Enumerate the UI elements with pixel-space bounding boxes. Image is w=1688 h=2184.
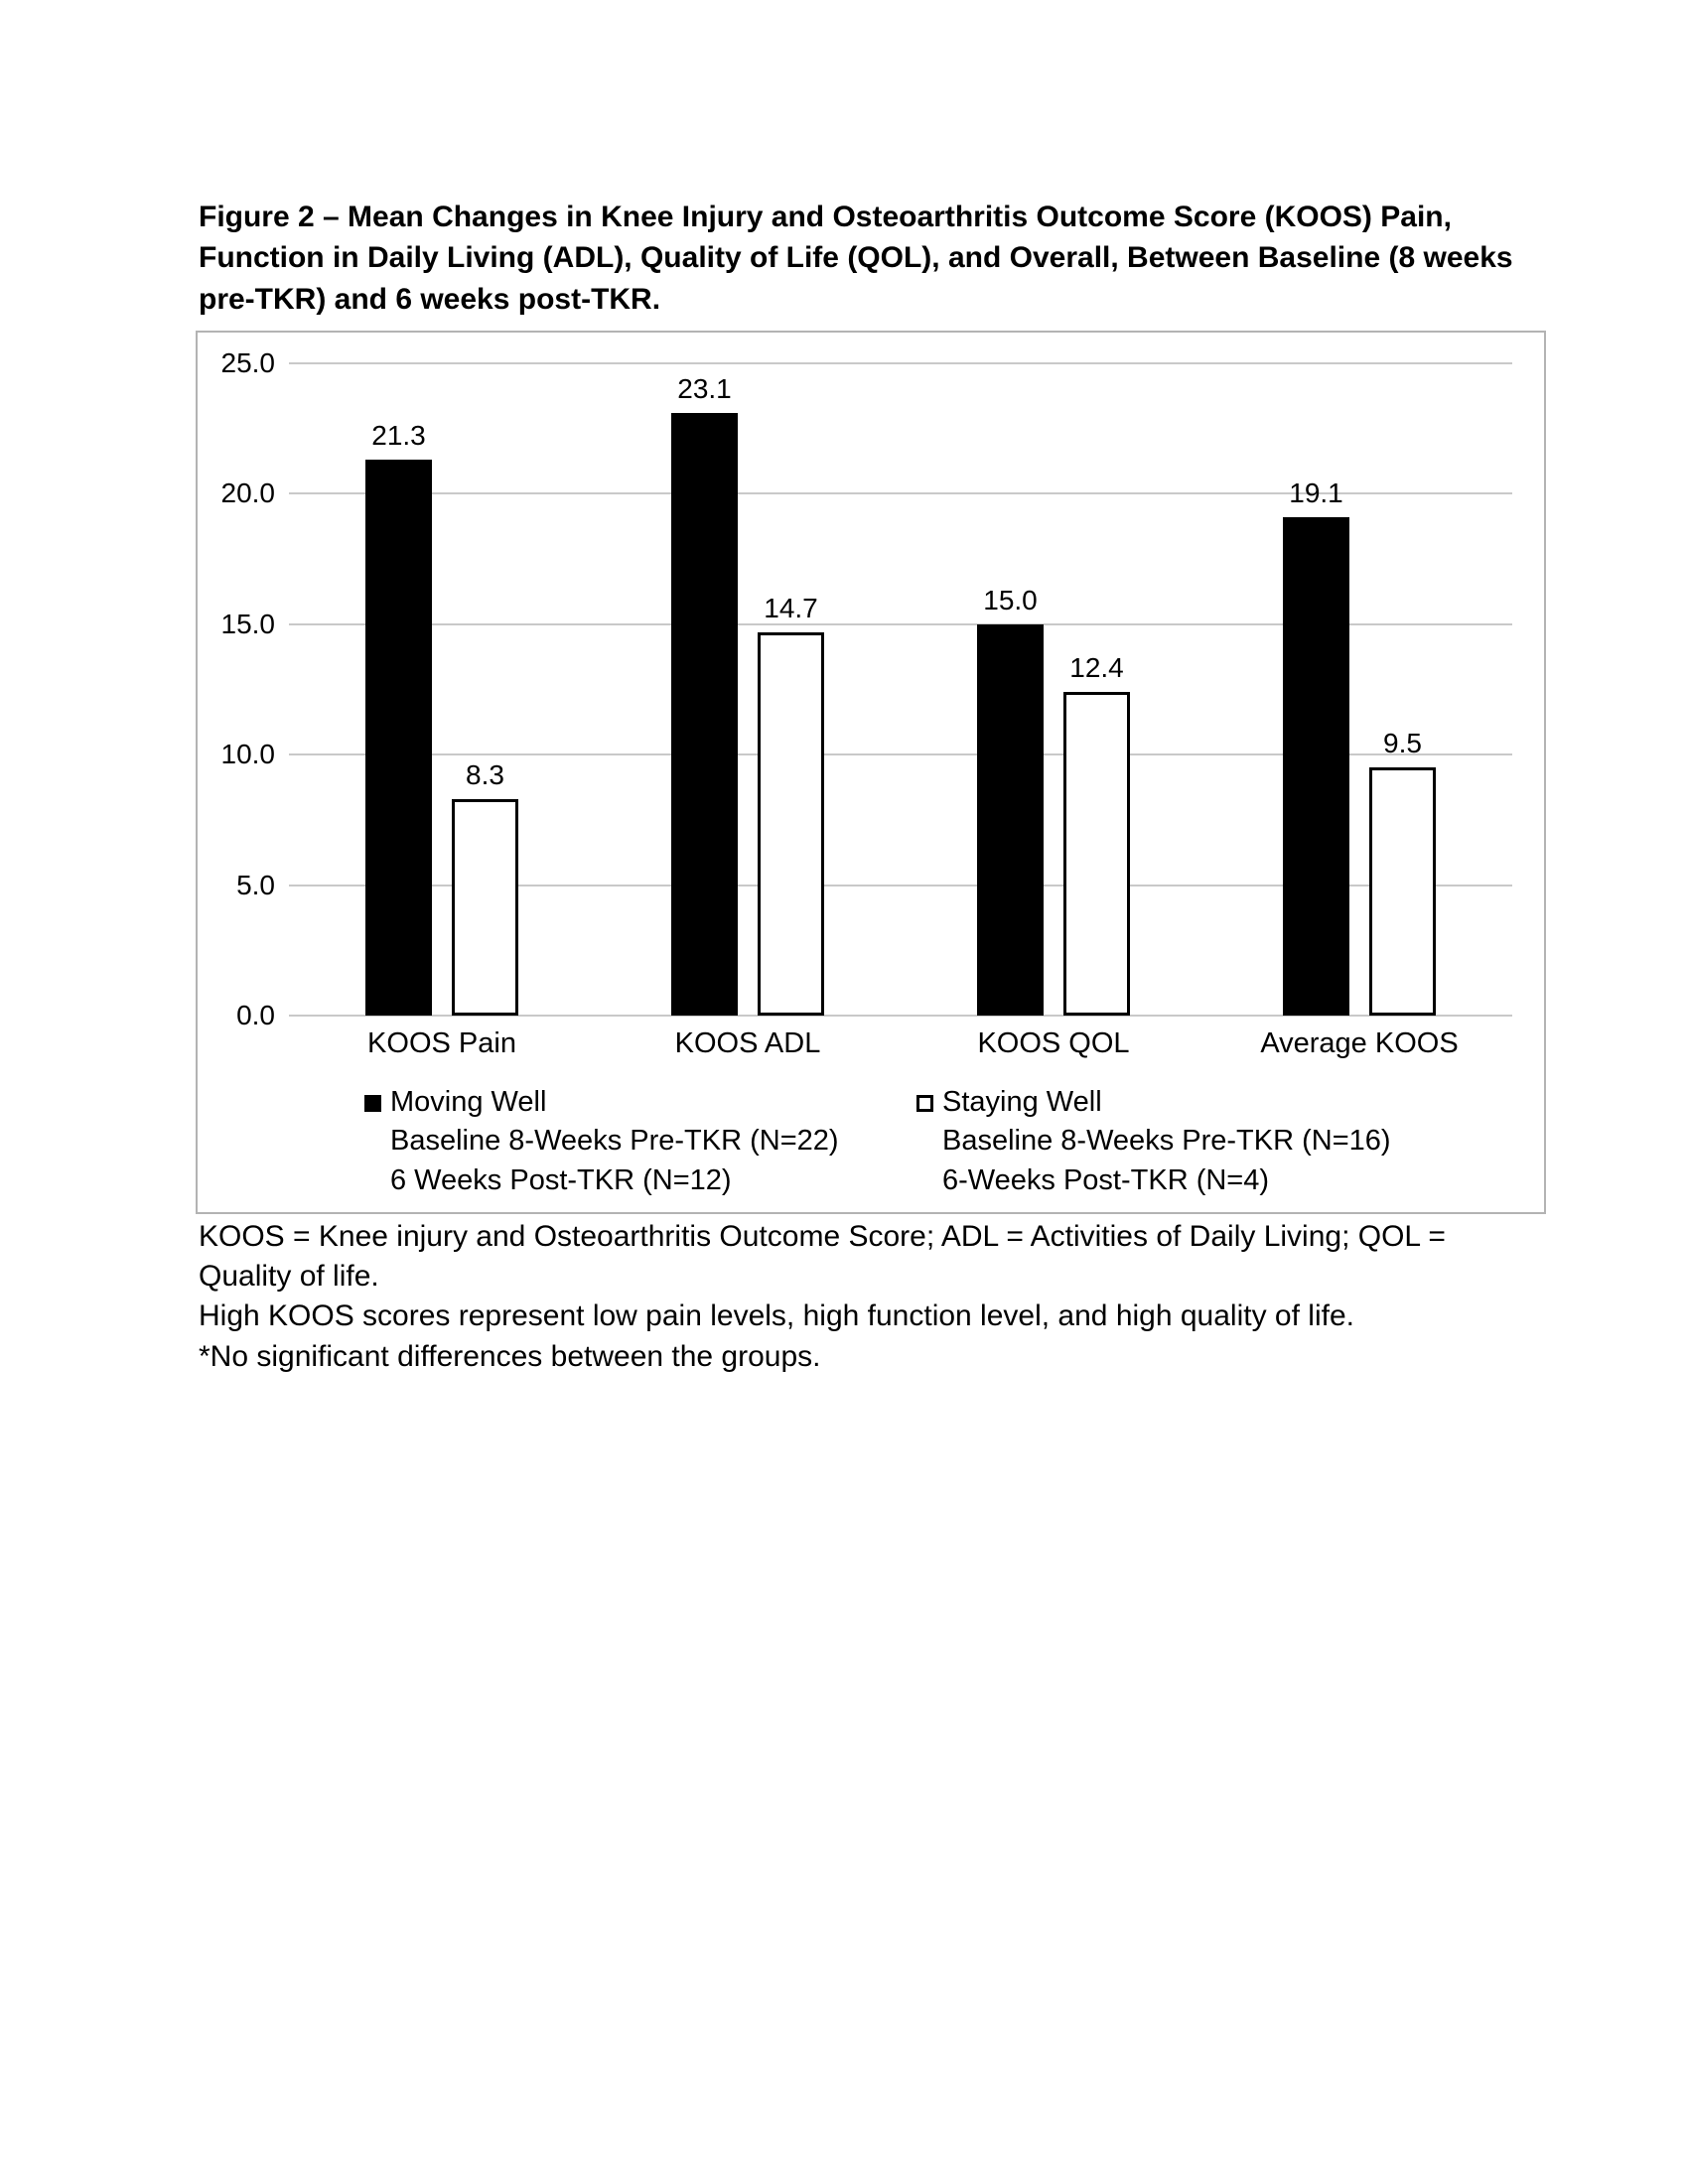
bar-staying-well [452, 798, 518, 1016]
open-square-icon [916, 1095, 933, 1112]
figure-caption: Figure 2 – Mean Changes in Knee Injury a… [199, 201, 1513, 316]
gridline [289, 362, 1512, 364]
filled-square-icon [364, 1095, 381, 1112]
bar-moving-well [671, 412, 738, 1016]
legend-detail-line: Baseline 8-Weeks Pre-TKR (N=22) [390, 1125, 839, 1158]
y-axis-tick-label: 10.0 [220, 739, 276, 770]
legend-series-name: Staying Well [942, 1086, 1102, 1118]
bar-value-label: 8.3 [466, 758, 504, 790]
bar-value-label: 23.1 [677, 372, 732, 404]
y-axis-tick-label: 5.0 [236, 869, 275, 900]
legend-item-staying-well: Staying Well Baseline 8-Weeks Pre-TKR (N… [916, 1083, 1391, 1200]
legend-title-row-moving-well: Moving Well [364, 1083, 839, 1122]
gridline [289, 753, 1512, 756]
bar-moving-well [365, 460, 432, 1016]
gridline [289, 492, 1512, 495]
footnote-line: KOOS = Knee injury and Osteoarthritis Ou… [199, 1220, 1446, 1294]
bar-staying-well [758, 631, 824, 1016]
bar-value-label: 21.3 [371, 420, 426, 452]
legend-series-name: Moving Well [390, 1086, 547, 1118]
legend-item-moving-well: Moving Well Baseline 8-Weeks Pre-TKR (N=… [364, 1083, 839, 1200]
footnote-line: High KOOS scores represent low pain leve… [199, 1299, 1354, 1333]
x-axis-category-label: KOOS ADL [674, 1027, 821, 1059]
bar-value-label: 12.4 [1069, 652, 1124, 684]
x-axis-category-label: KOOS QOL [977, 1027, 1130, 1059]
chart-container: 25.0 20.0 15.0 10.0 5.0 0.0 21.3 8.3 KOOS Pain 23… [196, 331, 1546, 1214]
x-axis-category-label: KOOS Pain [367, 1027, 516, 1059]
bar-moving-well [1283, 517, 1349, 1016]
gridline [289, 1015, 1512, 1017]
x-axis-category-label: Average KOOS [1260, 1027, 1459, 1059]
gridline [289, 884, 1512, 887]
legend-detail-line: Baseline 8-Weeks Pre-TKR (N=16) [942, 1125, 1391, 1158]
bar-value-label: 14.7 [764, 592, 818, 623]
figure-footnotes: KOOS = Knee injury and Osteoarthritis Ou… [199, 1217, 1489, 1377]
gridline [289, 622, 1512, 625]
bar-moving-well [977, 623, 1044, 1016]
bar-value-label: 15.0 [983, 584, 1038, 615]
plot-area: 25.0 20.0 15.0 10.0 5.0 0.0 21.3 8.3 KOOS Pain 23… [221, 347, 1512, 1059]
bar-value-label: 19.1 [1289, 478, 1343, 509]
bar-staying-well [1063, 692, 1130, 1016]
legend-title-row-staying-well: Staying Well [916, 1083, 1391, 1122]
footnote-line: *No significant differences between the … [199, 1339, 821, 1373]
y-axis-tick-label: 0.0 [236, 1000, 275, 1030]
legend-detail-line: 6-Weeks Post-TKR (N=4) [942, 1163, 1270, 1196]
y-axis-tick-label: 20.0 [220, 478, 276, 509]
bar-value-label: 9.5 [1383, 728, 1422, 759]
legend-detail-line: 6 Weeks Post-TKR (N=12) [390, 1163, 732, 1196]
y-axis-tick-label: 15.0 [220, 608, 276, 639]
bar-staying-well [1369, 767, 1436, 1016]
y-axis-tick-label: 25.0 [220, 347, 276, 378]
